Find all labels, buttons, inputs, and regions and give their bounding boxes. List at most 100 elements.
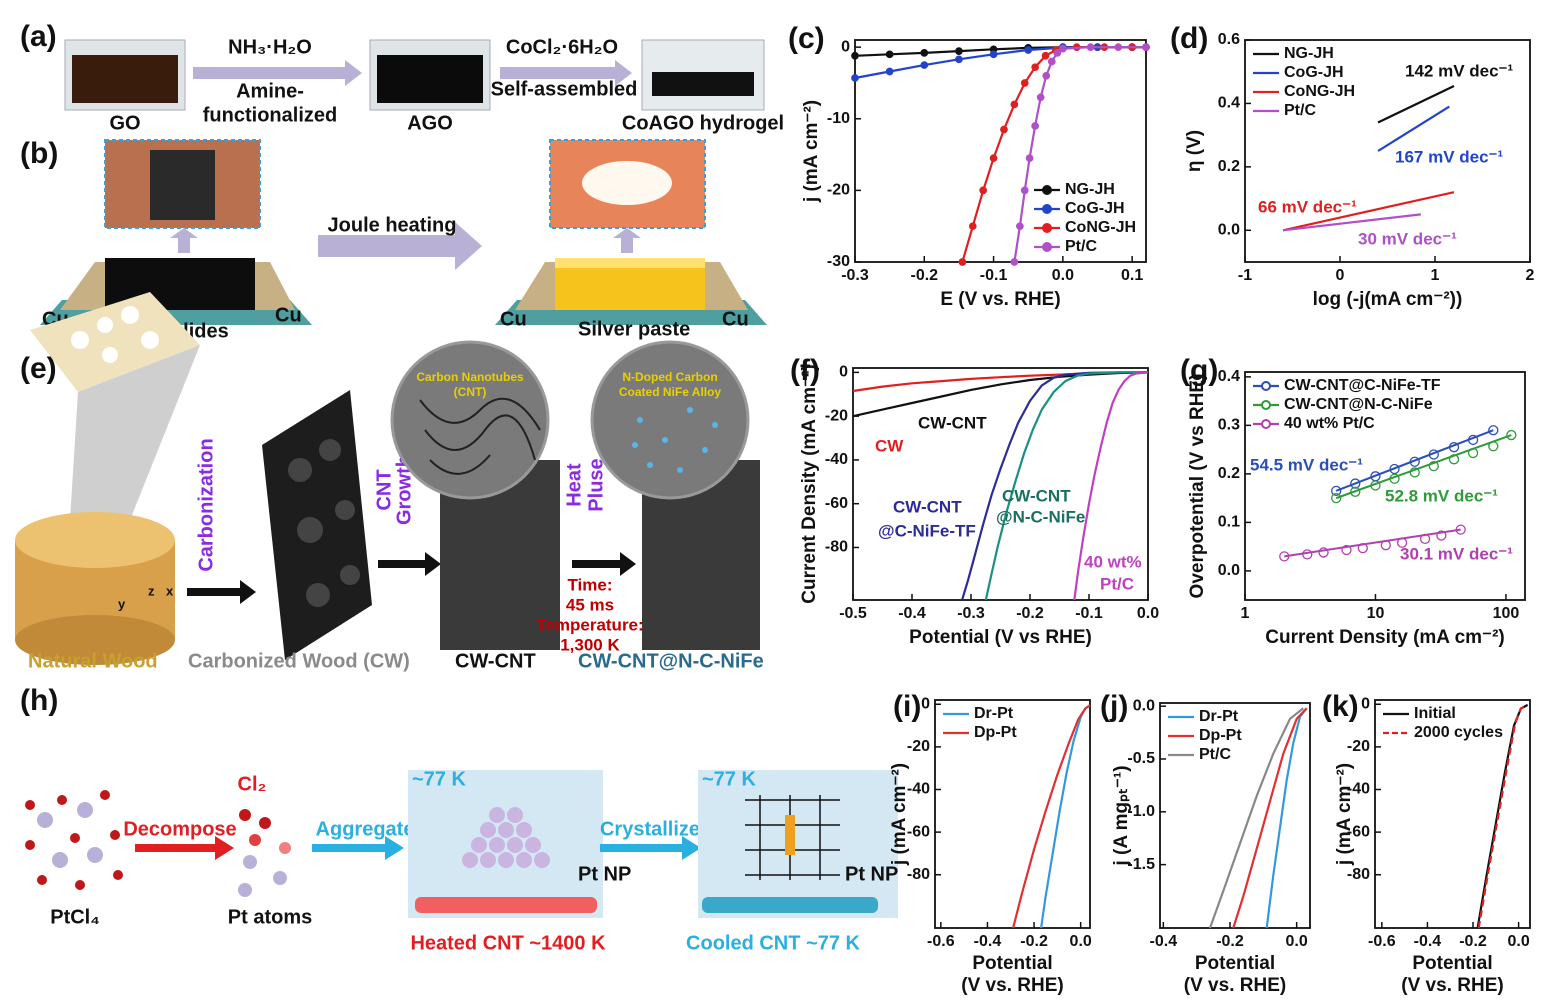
x-tick-label: -0.4 bbox=[1414, 933, 1442, 950]
legend-marker bbox=[1042, 223, 1052, 233]
legend-label: NG-JH bbox=[1284, 45, 1334, 62]
label: Joule heating bbox=[328, 214, 457, 236]
label: 1,300 K bbox=[560, 635, 620, 654]
annotation: CW-CNT bbox=[918, 413, 987, 432]
annotation: CW bbox=[875, 436, 904, 455]
pore bbox=[319, 439, 341, 461]
data-point bbox=[1506, 429, 1517, 441]
wood-log bbox=[15, 615, 175, 665]
data-point bbox=[1419, 533, 1431, 545]
annotation: 66 mV dec⁻¹ bbox=[1258, 197, 1357, 216]
label: N-Doped Carbon bbox=[622, 370, 717, 384]
ptcl4-molecules bbox=[25, 790, 123, 890]
silver-paste bbox=[515, 262, 560, 310]
y-tick-label: 0 bbox=[841, 38, 850, 55]
x-tick-label: 0 bbox=[1336, 267, 1345, 284]
data-point bbox=[1488, 425, 1499, 436]
series-line bbox=[1232, 707, 1308, 929]
ice-block bbox=[408, 770, 603, 918]
y-tick-label: 0.4 bbox=[1218, 95, 1240, 112]
caption: Carbonized Wood (CW) bbox=[188, 650, 410, 672]
legend-label: NG-JH bbox=[1065, 181, 1115, 198]
copper-electrode bbox=[250, 262, 295, 310]
annotation: 40 wt% bbox=[1084, 552, 1142, 571]
data-point bbox=[1020, 79, 1029, 87]
data-point bbox=[1041, 51, 1050, 60]
data-point bbox=[1409, 456, 1420, 467]
arrow bbox=[318, 222, 482, 270]
y-tick-label: 0.6 bbox=[1218, 31, 1240, 48]
legend-label: CW-CNT@C-NiFe-TF bbox=[1284, 377, 1441, 394]
pore bbox=[97, 317, 113, 333]
solution bbox=[72, 55, 178, 103]
y-tick-label: -1.5 bbox=[1127, 856, 1155, 873]
y-tick-label: -80 bbox=[1347, 866, 1370, 883]
data-point bbox=[1455, 524, 1466, 535]
data-point bbox=[1448, 454, 1460, 465]
x-tick-label: -0.2 bbox=[1020, 933, 1048, 950]
data-point bbox=[851, 74, 859, 82]
x-axis-label: E (V vs. RHE) bbox=[940, 289, 1060, 310]
x-tick-label: -0.2 bbox=[1016, 605, 1044, 622]
label: Decompose bbox=[123, 818, 236, 840]
x-tick-label: -0.2 bbox=[910, 267, 938, 284]
series-line bbox=[961, 371, 1148, 601]
panel-label: (b) bbox=[20, 137, 58, 170]
data-point bbox=[955, 47, 963, 55]
series-line bbox=[854, 46, 1146, 80]
x-tick-label: 10 bbox=[1367, 605, 1385, 622]
legend-label: 2000 cycles bbox=[1414, 724, 1503, 741]
y-tick-label: -60 bbox=[907, 823, 930, 840]
data-point bbox=[1025, 154, 1034, 163]
inset-glow bbox=[582, 161, 672, 205]
legend-marker bbox=[1042, 185, 1052, 195]
legend-label: Dr-Pt bbox=[1199, 708, 1239, 725]
label: AGO bbox=[407, 112, 453, 134]
pore bbox=[141, 331, 159, 349]
label: Temperature: bbox=[536, 615, 643, 634]
panel-h: (h) PtCl₄ Decompose Cl₂ Pt atoms Aggrega… bbox=[20, 684, 898, 954]
y-tick-label: 0.4 bbox=[1218, 368, 1240, 385]
x-tick-label: -0.1 bbox=[1075, 605, 1103, 622]
y-tick-label: 0.1 bbox=[1218, 514, 1240, 531]
x-tick-label: -0.4 bbox=[974, 933, 1002, 950]
annotation: 142 mV dec⁻¹ bbox=[1405, 61, 1514, 80]
legend-label: CoNG-JH bbox=[1284, 83, 1355, 100]
y-axis-label: j (mA cm⁻²) bbox=[1334, 763, 1355, 866]
annotation: CW-CNT bbox=[1002, 486, 1071, 505]
y-tick-label: 0 bbox=[921, 695, 930, 712]
x-tick-label: 0.1 bbox=[1121, 267, 1143, 284]
nife-particles bbox=[632, 407, 718, 473]
annotation: 52.8 mV dec⁻¹ bbox=[1385, 486, 1498, 505]
data-point bbox=[1059, 44, 1067, 53]
pore bbox=[297, 517, 323, 543]
y-tick-label: -20 bbox=[827, 182, 850, 199]
x-tick-label: -0.6 bbox=[927, 933, 955, 950]
data-point bbox=[989, 50, 998, 59]
plot-frame bbox=[1159, 702, 1311, 929]
annotation: 30.1 mV dec⁻¹ bbox=[1400, 544, 1513, 563]
x-axis-label: Current Density (mA cm⁻²) bbox=[1265, 627, 1504, 648]
label: Growth bbox=[393, 455, 415, 525]
label: Aggregate bbox=[316, 818, 415, 840]
data-point bbox=[1428, 449, 1439, 460]
data-point bbox=[1331, 492, 1342, 504]
legend-label: CoG-JH bbox=[1284, 64, 1344, 81]
x-tick-label: -0.4 bbox=[1150, 933, 1178, 950]
panel-a: (a) NH₃·H₂O Amine- functionalized CoCl₂·… bbox=[20, 20, 784, 134]
series-line bbox=[1012, 704, 1091, 929]
data-point bbox=[1016, 222, 1024, 231]
data-point bbox=[1053, 49, 1062, 57]
series-line bbox=[984, 371, 1148, 601]
label: ~77 K bbox=[702, 768, 756, 790]
x-tick-label: -0.5 bbox=[839, 605, 867, 622]
plot-frame bbox=[852, 367, 1149, 601]
legend-marker bbox=[1042, 204, 1052, 214]
silver-paste bbox=[705, 262, 748, 310]
label: GO bbox=[109, 112, 140, 134]
data-point bbox=[1389, 473, 1400, 484]
data-point bbox=[1010, 100, 1019, 109]
pt-nanoparticle bbox=[462, 807, 550, 868]
label: Amine- bbox=[236, 80, 304, 102]
fit-line bbox=[1284, 528, 1461, 558]
